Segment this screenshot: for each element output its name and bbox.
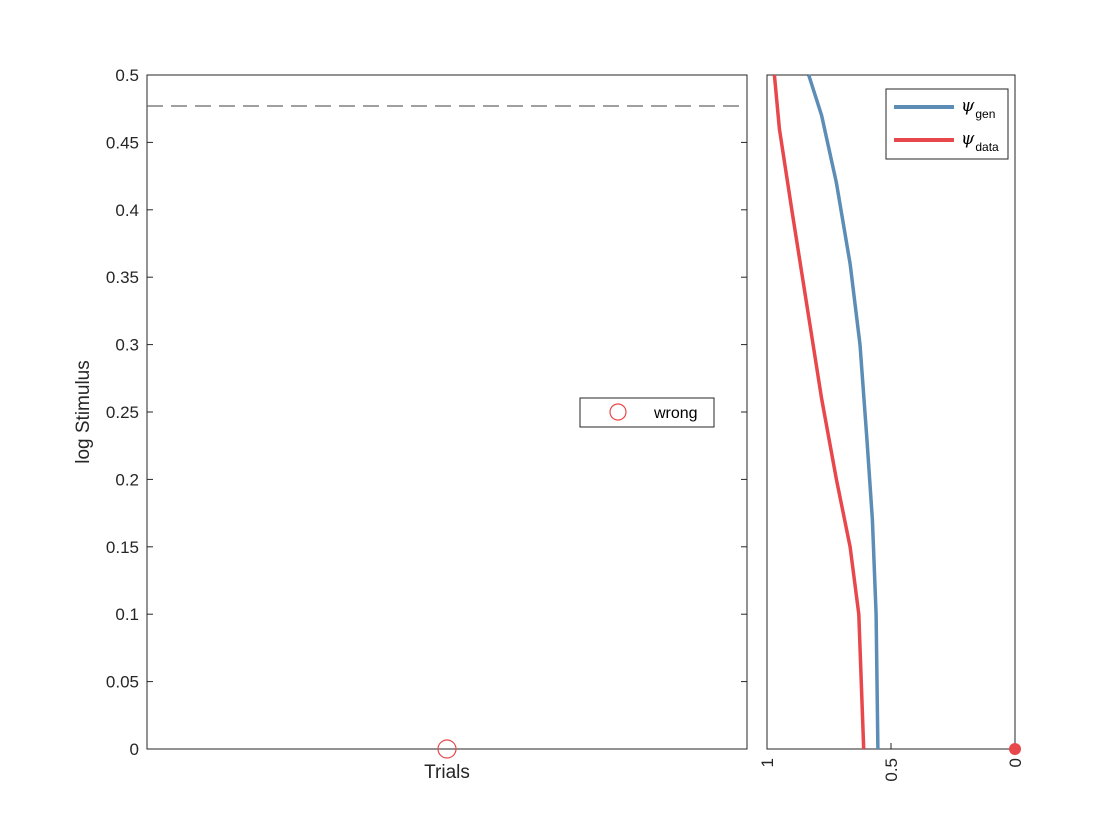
main-axes: 0 0.05 0.1 0.15 0.2 0.25 0.3 0.35 0.4 0.45 0.5 Tri… (73, 66, 748, 783)
side-axes: 1 0.5 0 ψgen ψdata (758, 74, 1025, 782)
side-plot-area (766, 74, 1016, 750)
side-x-tick-label: 0.5 (882, 758, 901, 782)
legend-psi-gen-subscript: gen (975, 107, 995, 121)
main-legend-box (579, 397, 715, 428)
y-tick-label: 0.35 (106, 268, 139, 287)
legend-label-wrong: wrong (653, 405, 698, 422)
psi-gen-curve (807, 74, 880, 750)
y-tick-label: 0.45 (106, 133, 139, 152)
y-tick-label: 0 (130, 740, 139, 759)
side-x-tick-label: 0 (1006, 758, 1025, 767)
legend-marker-wrong (609, 403, 627, 421)
y-tick-label: 0.25 (106, 403, 139, 422)
wrong-points (437, 739, 457, 759)
psi-data-curve (772, 74, 866, 750)
main-y-ticks: 0 0.05 0.1 0.15 0.2 0.25 0.3 0.35 0.4 0.45 0.5 (106, 66, 747, 759)
wrong-point (437, 739, 457, 759)
y-tick-label: 0.2 (115, 470, 139, 489)
main-legend: wrong (579, 397, 715, 428)
y-tick-label: 0.4 (115, 201, 139, 220)
legend-label-psi-data: ψdata (961, 129, 999, 154)
y-tick-label: 0.05 (106, 673, 139, 692)
legend-psi-gen-symbol: ψ (961, 96, 975, 116)
legend-psi-data-symbol: ψ (961, 129, 975, 149)
side-x-tick-label: 1 (758, 758, 777, 767)
y-tick-label: 0.5 (115, 66, 139, 85)
x-axis-label: Trials (424, 762, 470, 783)
psychometric-curves (772, 74, 1021, 755)
response-marker-point (1009, 743, 1021, 755)
side-legend: ψgen ψdata (885, 88, 1009, 160)
y-tick-label: 0.15 (106, 538, 139, 557)
y-tick-label: 0.1 (115, 605, 139, 624)
y-axis-label: log Stimulus (73, 360, 94, 464)
side-legend-box (885, 88, 1009, 160)
legend-psi-data-subscript: data (975, 140, 999, 154)
y-tick-label: 0.3 (115, 336, 139, 355)
legend-label-psi-gen: ψgen (961, 96, 995, 121)
